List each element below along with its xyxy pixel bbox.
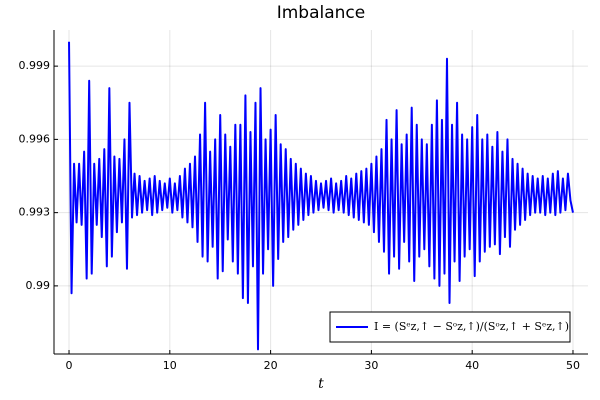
y-tick-label: 0.996 xyxy=(19,132,51,145)
y-tick-label: 0.993 xyxy=(19,206,51,219)
y-tick-label: 0.999 xyxy=(19,59,51,72)
x-tick-label: 10 xyxy=(163,359,177,372)
y-tick-label: 0.99 xyxy=(26,279,51,292)
legend-box xyxy=(329,311,571,343)
x-tick-label: 50 xyxy=(566,359,580,372)
x-tick-label: 40 xyxy=(465,359,479,372)
chart-title: Imbalance xyxy=(277,3,366,23)
legend-label: I = (Sᵉz,↑ − Sᵒz,↑)/(Sᵒz,↑ + Sᵉz,↑) xyxy=(374,320,569,333)
x-tick-label: 30 xyxy=(364,359,378,372)
x-tick-label: 20 xyxy=(264,359,278,372)
x-axis-label: t xyxy=(318,376,324,392)
data-line xyxy=(68,41,574,351)
x-tick-label: 0 xyxy=(66,359,73,372)
